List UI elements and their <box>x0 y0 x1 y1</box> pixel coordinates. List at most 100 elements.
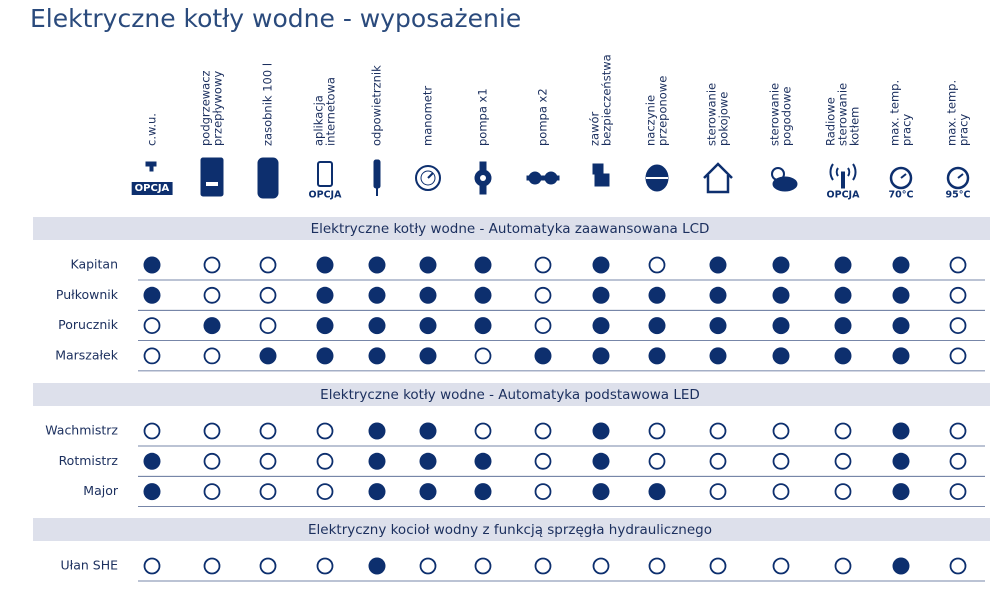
empty-dot <box>143 347 161 365</box>
column-icon <box>145 161 157 172</box>
icon-part <box>480 175 486 181</box>
column-icon <box>415 165 441 191</box>
icon-part <box>703 162 733 194</box>
empty-dot <box>709 422 727 440</box>
filled-dot <box>892 256 910 274</box>
empty-dot <box>949 452 967 470</box>
filled-dot <box>772 256 790 274</box>
empty-dot <box>772 452 790 470</box>
filled-dot <box>419 422 437 440</box>
section-band <box>33 518 990 541</box>
column-icon <box>889 166 913 190</box>
filled-dot <box>892 317 910 335</box>
filled-dot <box>592 256 610 274</box>
icon-part <box>317 161 333 187</box>
filled-dot <box>892 452 910 470</box>
empty-dot <box>648 557 666 575</box>
column-label: zawór <box>588 111 602 146</box>
filled-dot <box>419 483 437 501</box>
column-label: sterowanie <box>768 83 782 146</box>
empty-dot <box>203 286 221 304</box>
icon-part <box>415 165 441 191</box>
empty-dot <box>203 256 221 274</box>
filled-dot <box>143 452 161 470</box>
column-label: pracy <box>957 114 971 146</box>
column-label: sterowanie <box>836 83 850 146</box>
column-label: max. temp. <box>945 80 959 146</box>
empty-dot <box>143 317 161 335</box>
empty-dot <box>648 256 666 274</box>
column-label: pogodowe <box>780 87 794 147</box>
filled-dot <box>892 483 910 501</box>
filled-dot <box>592 483 610 501</box>
empty-dot <box>648 452 666 470</box>
column-label: manometr <box>421 86 435 146</box>
filled-dot <box>592 452 610 470</box>
filled-dot <box>709 286 727 304</box>
filled-dot <box>368 422 386 440</box>
filled-dot <box>419 317 437 335</box>
empty-dot <box>834 483 852 501</box>
filled-dot <box>592 286 610 304</box>
filled-dot <box>892 557 910 575</box>
empty-dot <box>949 422 967 440</box>
icon-part <box>594 173 610 187</box>
column-icon <box>200 157 224 197</box>
section-band <box>33 217 990 240</box>
empty-dot <box>949 483 967 501</box>
empty-dot <box>772 422 790 440</box>
column-label: pokojowe <box>717 92 731 146</box>
empty-dot <box>709 452 727 470</box>
column-icon <box>703 162 733 194</box>
section-band <box>33 383 990 406</box>
filled-dot <box>534 347 552 365</box>
filled-dot <box>368 557 386 575</box>
empty-dot <box>534 557 552 575</box>
filled-dot <box>259 347 277 365</box>
column-icon <box>771 167 798 192</box>
icon-part <box>257 157 279 199</box>
filled-dot <box>143 256 161 274</box>
column-label: aplikacja <box>312 95 326 146</box>
filled-dot <box>316 317 334 335</box>
filled-dot <box>474 317 492 335</box>
icon-part <box>373 159 381 189</box>
filled-dot <box>419 452 437 470</box>
empty-dot <box>834 557 852 575</box>
empty-dot <box>592 557 610 575</box>
filled-dot <box>143 483 161 501</box>
icon-part <box>592 163 604 175</box>
column-label: max. temp. <box>888 80 902 146</box>
icon-part <box>427 172 434 179</box>
column-icon <box>257 157 279 199</box>
row-label: Marszałek <box>55 347 119 362</box>
empty-dot <box>316 452 334 470</box>
filled-dot <box>648 347 666 365</box>
icon-part <box>200 157 224 197</box>
empty-dot <box>259 557 277 575</box>
empty-dot <box>203 347 221 365</box>
column-label: przeponowe <box>656 76 670 146</box>
column-label: podgrzewacz <box>199 70 213 146</box>
filled-dot <box>892 286 910 304</box>
empty-dot <box>949 286 967 304</box>
column-label: bezpieczeństwa <box>600 54 614 146</box>
row-label: Major <box>83 483 119 498</box>
icon-badge <box>131 182 173 195</box>
icon-label: OPCJA <box>827 190 861 201</box>
filled-dot <box>709 317 727 335</box>
empty-dot <box>259 286 277 304</box>
empty-dot <box>949 347 967 365</box>
column-label: naczynie <box>644 95 658 146</box>
row-label: Pułkownik <box>56 287 119 302</box>
filled-dot <box>648 317 666 335</box>
column-icon <box>645 164 669 192</box>
empty-dot <box>316 422 334 440</box>
icon-part <box>145 161 157 167</box>
filled-dot <box>648 483 666 501</box>
empty-dot <box>772 557 790 575</box>
filled-dot <box>772 317 790 335</box>
icon-part <box>889 166 913 190</box>
column-icon <box>829 163 857 189</box>
